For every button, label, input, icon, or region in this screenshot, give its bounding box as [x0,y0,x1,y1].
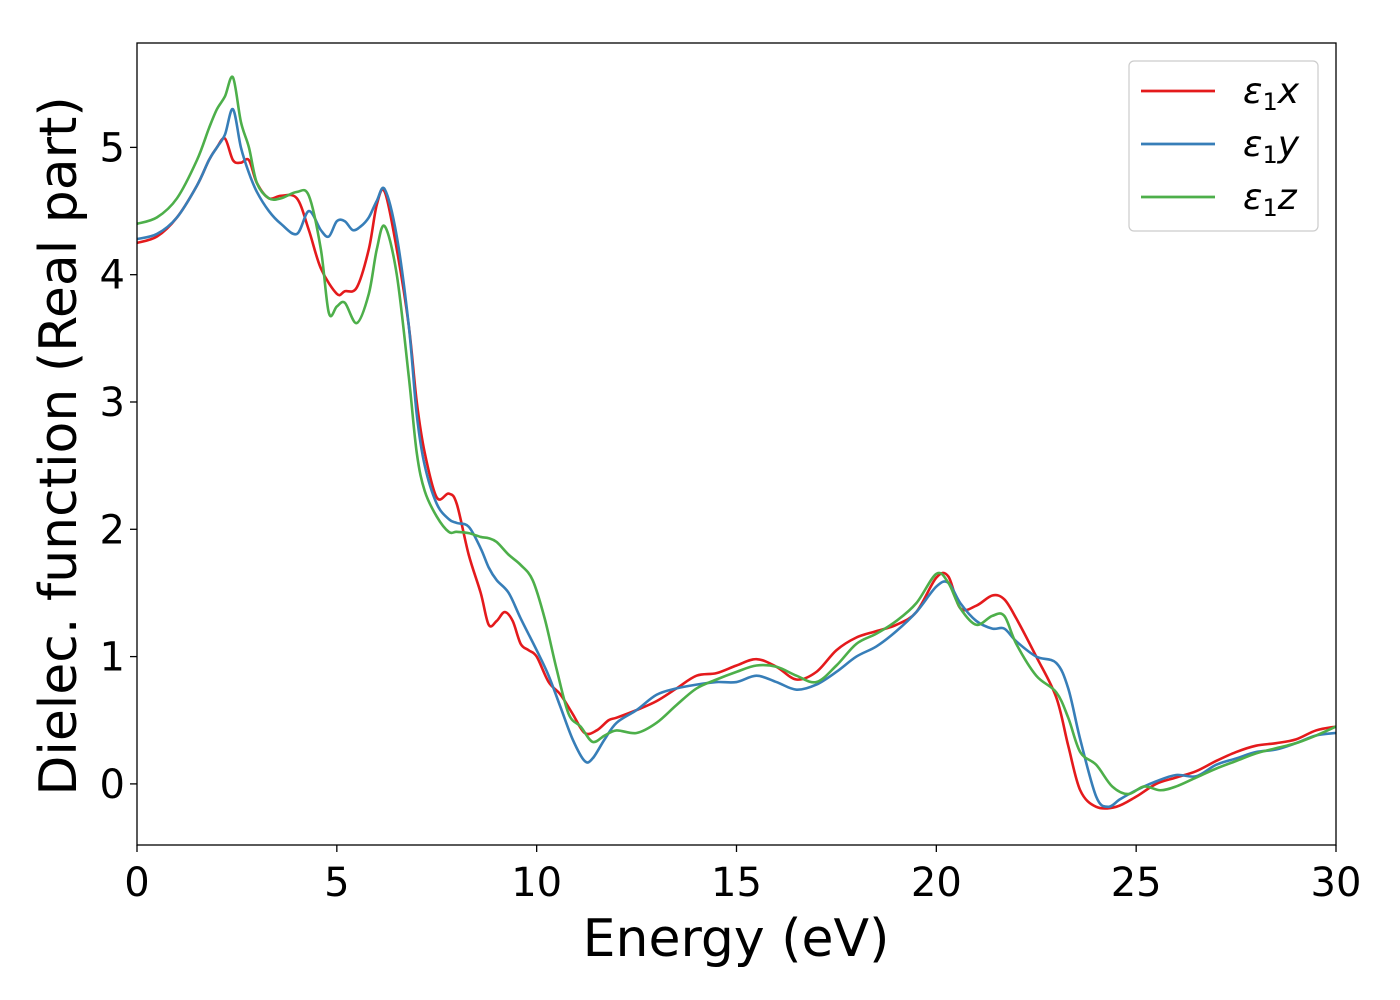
y-axis: 0 1 2 3 4 5 [100,125,137,808]
x-tick-label: 15 [711,860,762,906]
y-tick-label: 3 [100,380,125,426]
series-layer [137,75,1336,810]
x-tick-label: 30 [1311,860,1362,906]
y-tick-label: 1 [100,635,125,681]
series-line-y [137,107,1336,809]
y-tick-label: 2 [100,507,125,553]
x-tick-label: 25 [1111,860,1162,906]
series-line-z [137,75,1336,796]
x-tick-label: 20 [911,860,962,906]
legend: ε1x ε1y ε1z [1128,60,1319,232]
series-line-x [137,136,1336,810]
legend-label-x: ε1x [1243,71,1300,116]
y-tick-label: 5 [100,125,125,171]
y-tick-label: 4 [100,253,125,299]
y-tick-label: 0 [100,762,125,808]
x-tick-label: 5 [324,860,349,906]
legend-label-z: ε1z [1243,177,1298,222]
x-tick-label: 10 [511,860,562,906]
x-tick-label: 0 [124,860,149,906]
legend-box [1128,60,1319,232]
legend-label-y: ε1y [1243,124,1300,169]
x-axis-label: Energy (eV) [583,909,890,969]
y-axis-label: Dielec. function (Real part) [29,96,89,795]
x-axis: 0 5 10 15 20 25 30 [124,845,1361,906]
